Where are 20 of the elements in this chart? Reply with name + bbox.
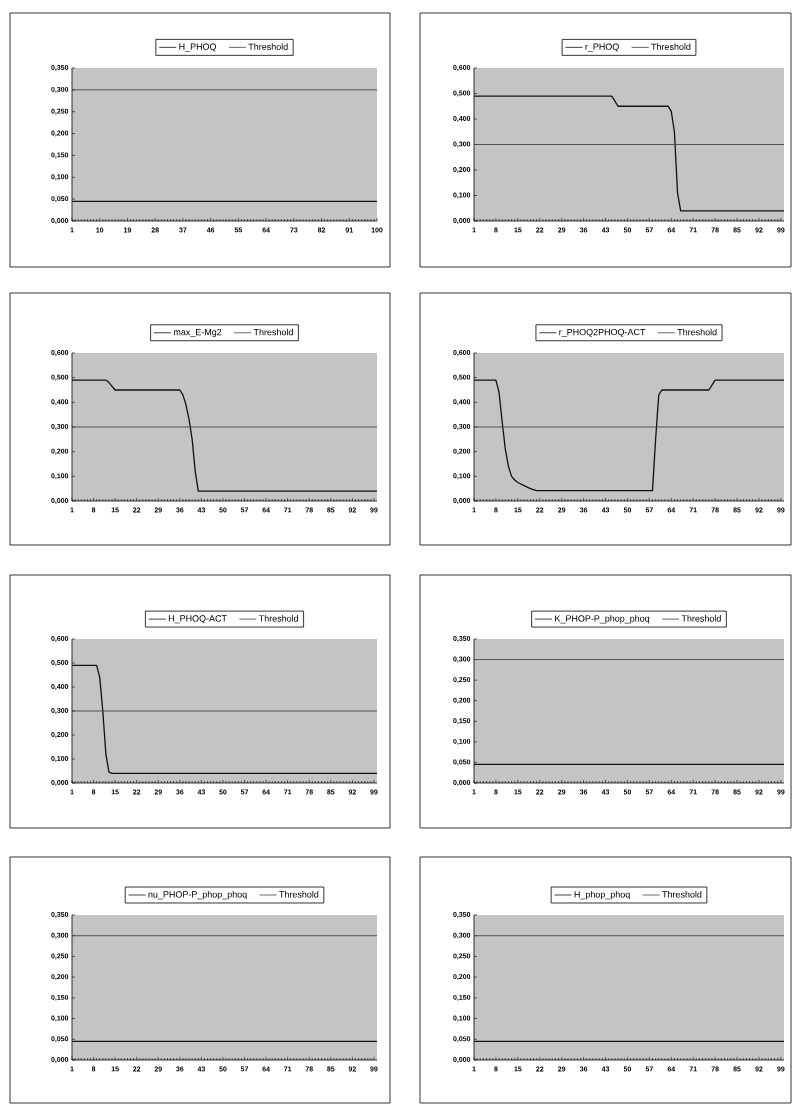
legend-label: Threshold bbox=[248, 43, 288, 50]
legend-label: K_PHOP-P_phop_phoq bbox=[555, 615, 650, 624]
line-series bbox=[474, 379, 784, 492]
legend-label: r_PHOQ2PHOQ-ACT bbox=[559, 328, 646, 337]
legend-label: H_phop_phoq bbox=[574, 891, 630, 900]
legend-label: Threshold bbox=[651, 43, 691, 50]
legend-label: Threshold bbox=[662, 891, 702, 898]
legend-label: Threshold bbox=[677, 328, 717, 336]
legend-label: Threshold bbox=[258, 615, 299, 622]
line-series bbox=[72, 664, 377, 775]
legend-label: Threshold bbox=[253, 328, 293, 336]
line-series bbox=[72, 379, 377, 492]
legend-label: nu_PHOP-P_phop_phoq bbox=[148, 891, 247, 900]
legend-label: H_PHOQ-ACT bbox=[168, 615, 227, 624]
line-series bbox=[474, 95, 784, 212]
legend-label: Threshold bbox=[681, 615, 721, 622]
legend-label: max_E-Mg2 bbox=[174, 328, 222, 338]
legend-label: Threshold bbox=[279, 891, 319, 898]
legend-label: H_PHOQ bbox=[179, 43, 217, 52]
legend-label: r_PHOQ bbox=[585, 43, 619, 52]
